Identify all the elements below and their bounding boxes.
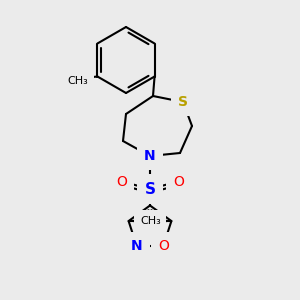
Text: S: S bbox=[145, 182, 155, 196]
Text: CH₃: CH₃ bbox=[140, 216, 161, 226]
Text: S: S bbox=[178, 95, 188, 109]
Text: O: O bbox=[116, 175, 127, 188]
Text: O: O bbox=[173, 175, 184, 188]
Text: CH₃: CH₃ bbox=[68, 76, 88, 86]
Text: CH₃: CH₃ bbox=[139, 216, 160, 226]
Text: N: N bbox=[131, 239, 142, 253]
Text: N: N bbox=[144, 149, 156, 163]
Text: O: O bbox=[158, 239, 169, 253]
